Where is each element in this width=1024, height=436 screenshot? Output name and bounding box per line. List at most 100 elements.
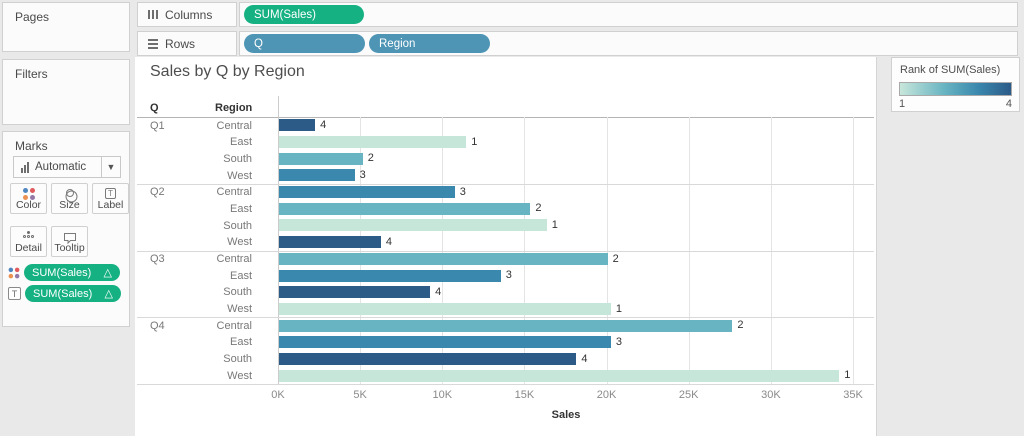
rows-shelf-label: Rows bbox=[165, 36, 196, 51]
column-header-region[interactable]: Region bbox=[215, 102, 253, 114]
quarter-separator-line bbox=[137, 250, 874, 252]
marks-card: Marks Automatic ▼ Color Size T Label Det… bbox=[2, 131, 130, 327]
row-header-region[interactable]: East bbox=[229, 336, 252, 349]
row-header-region[interactable]: South bbox=[223, 219, 252, 232]
row-header-region[interactable]: Central bbox=[216, 119, 252, 132]
delta-icon[interactable]: △ bbox=[103, 267, 112, 279]
filters-shelf[interactable]: Filters bbox=[2, 59, 130, 125]
bar-rank-label: 1 bbox=[844, 369, 851, 382]
detail-button[interactable]: Detail bbox=[10, 226, 47, 257]
bar-rank-label: 4 bbox=[385, 235, 393, 248]
marks-label: Marks bbox=[15, 139, 48, 153]
row-header-region[interactable]: Central bbox=[216, 253, 252, 265]
sales-bar[interactable] bbox=[279, 286, 431, 299]
columns-icon bbox=[148, 10, 158, 19]
legend-gradient-bar[interactable] bbox=[899, 82, 1012, 96]
row-header-region[interactable]: East bbox=[229, 202, 252, 215]
header-separator bbox=[137, 117, 874, 118]
columns-shelf[interactable]: SUM(Sales) bbox=[239, 2, 1018, 27]
row-header-quarter[interactable]: Q2 bbox=[150, 186, 165, 199]
x-axis-tick-label[interactable]: 0K bbox=[271, 389, 285, 401]
pill-sum-sales[interactable]: SUM(Sales) bbox=[244, 5, 364, 24]
label-shelf-icon: T bbox=[8, 287, 21, 300]
row-header-region[interactable]: West bbox=[227, 236, 252, 249]
bar-chart-icon bbox=[21, 161, 29, 173]
x-axis-tick-label[interactable]: 35K bbox=[843, 389, 863, 401]
rank-color-legend[interactable]: Rank of SUM(Sales) 1 4 bbox=[891, 57, 1020, 112]
bar-rank-label: 3 bbox=[459, 185, 466, 198]
row-header-quarter[interactable]: Q3 bbox=[150, 253, 165, 265]
marks-pill-label-sum-sales[interactable]: SUM(Sales) △ bbox=[25, 285, 121, 302]
row-header-quarter[interactable]: Q4 bbox=[150, 319, 165, 332]
sales-bar[interactable] bbox=[279, 369, 840, 382]
sales-bar[interactable] bbox=[279, 319, 733, 332]
legend-max-label: 4 bbox=[1005, 98, 1012, 110]
sales-bar[interactable] bbox=[279, 136, 467, 148]
row-header-region[interactable]: South bbox=[223, 152, 252, 165]
row-header-region[interactable]: East bbox=[229, 136, 252, 149]
sales-bar[interactable] bbox=[279, 336, 611, 349]
sales-bar[interactable] bbox=[279, 219, 547, 232]
chart-title: Sales by Q by Region bbox=[150, 63, 305, 80]
sales-bar[interactable] bbox=[279, 169, 355, 182]
pill-label: SUM(Sales) bbox=[33, 287, 93, 300]
sales-bar[interactable] bbox=[279, 186, 455, 199]
filters-label: Filters bbox=[15, 67, 48, 81]
column-header-q[interactable]: Q bbox=[150, 102, 159, 114]
x-axis-tick-label[interactable]: 25K bbox=[678, 389, 699, 401]
mark-type-dropdown[interactable]: Automatic ▼ bbox=[13, 156, 121, 178]
color-shelf-icon bbox=[8, 267, 20, 278]
color-button-label: Color bbox=[15, 199, 42, 211]
row-header-region[interactable]: Central bbox=[216, 319, 252, 332]
worksheet: Sales by Q by Region Q Region 0K 5K 10K 15K… bbox=[135, 57, 877, 436]
row-header-region[interactable]: East bbox=[229, 269, 252, 282]
row-header-region[interactable]: South bbox=[223, 286, 252, 299]
label-button-label: Label bbox=[97, 199, 124, 211]
tooltip-bubble-icon bbox=[52, 231, 87, 245]
marks-pill-color-sum-sales[interactable]: SUM(Sales) △ bbox=[24, 264, 120, 281]
quarter-separator-line bbox=[137, 183, 874, 185]
sales-bar[interactable] bbox=[279, 252, 608, 265]
bar-rank-label: 3 bbox=[615, 335, 623, 348]
pill-region[interactable]: Region bbox=[369, 34, 490, 53]
pages-shelf[interactable]: Pages bbox=[2, 2, 130, 52]
row-header-region[interactable]: Central bbox=[216, 186, 252, 199]
row-header-region[interactable]: West bbox=[227, 369, 252, 382]
tooltip-button[interactable]: Tooltip bbox=[51, 226, 88, 257]
label-button[interactable]: T Label bbox=[92, 183, 129, 214]
bar-rank-label: 4 bbox=[435, 285, 442, 298]
bar-rank-label: 1 bbox=[471, 135, 478, 148]
mark-type-value: Automatic bbox=[35, 161, 87, 173]
x-axis-tick-label[interactable]: 20K bbox=[596, 389, 617, 401]
row-header-region[interactable]: West bbox=[227, 303, 252, 316]
x-axis-tick-label[interactable]: 5K bbox=[353, 389, 367, 401]
bar-rank-label: 2 bbox=[612, 252, 619, 265]
sales-bar[interactable] bbox=[279, 202, 531, 215]
color-button[interactable]: Color bbox=[10, 183, 47, 214]
axis-line bbox=[278, 96, 279, 384]
sales-bar[interactable] bbox=[279, 302, 611, 315]
row-header-region[interactable]: West bbox=[227, 169, 252, 182]
rows-shelf[interactable]: Q Region bbox=[239, 31, 1018, 56]
pill-label: Region bbox=[379, 37, 416, 50]
size-button[interactable]: Size bbox=[51, 183, 88, 214]
sales-bar[interactable] bbox=[279, 236, 381, 249]
sales-bar[interactable] bbox=[279, 352, 577, 365]
x-axis-title[interactable]: Sales bbox=[551, 409, 581, 421]
bar-rank-label: 2 bbox=[535, 202, 542, 215]
sales-bar[interactable] bbox=[279, 269, 501, 282]
pill-q[interactable]: Q bbox=[244, 34, 365, 53]
row-header-quarter[interactable]: Q1 bbox=[150, 119, 165, 132]
bar-rank-label: 3 bbox=[505, 269, 512, 282]
x-axis-tick-label[interactable]: 30K bbox=[761, 389, 781, 401]
sales-bar[interactable] bbox=[279, 119, 316, 132]
detail-dots-icon bbox=[23, 231, 34, 238]
size-button-label: Size bbox=[59, 199, 80, 211]
x-axis-tick-label[interactable]: 15K bbox=[514, 389, 535, 401]
row-header-region[interactable]: South bbox=[223, 353, 252, 366]
chevron-down-icon[interactable]: ▼ bbox=[101, 157, 120, 177]
x-axis-tick-label[interactable]: 10K bbox=[432, 389, 453, 401]
color-dots-icon bbox=[22, 188, 35, 200]
sales-bar[interactable] bbox=[279, 152, 363, 165]
delta-icon[interactable]: △ bbox=[104, 288, 113, 300]
